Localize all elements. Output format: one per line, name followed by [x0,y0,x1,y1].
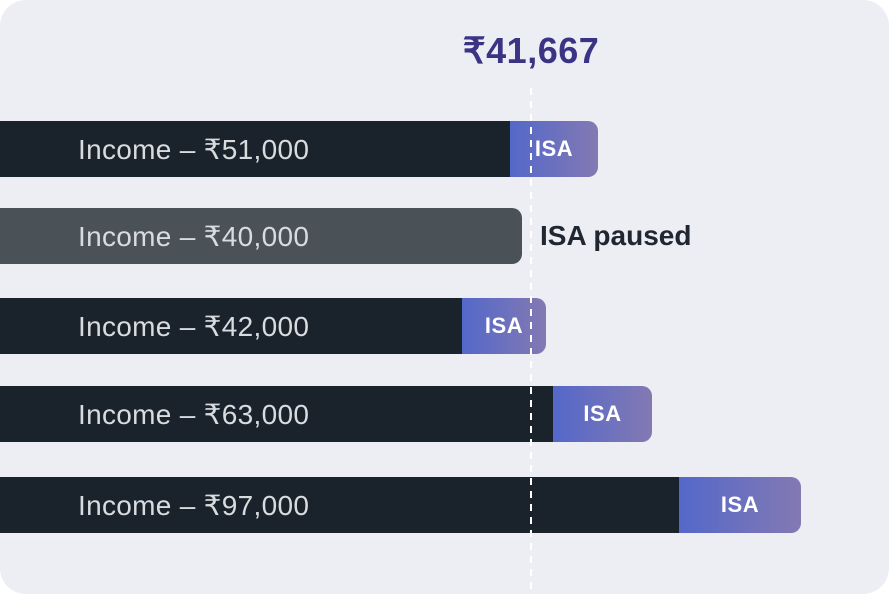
isa-segment-label: ISA [720,492,760,517]
income-bar: Income – ₹97,000 [0,477,679,533]
income-bar-label: Income – ₹40,000 [78,220,310,252]
threshold-value-label: ₹41,667 [462,30,600,71]
isa-segment: ISA [553,386,652,442]
isa-paused-note: ISA paused [540,220,692,251]
income-bar-label: Income – ₹97,000 [78,489,310,521]
income-bar-paused: Income – ₹40,000 [0,208,522,264]
isa-segment-label: ISA [583,401,622,426]
income-bar-label: Income – ₹42,000 [78,310,310,342]
income-bar-label: Income – ₹51,000 [78,133,310,165]
isa-segment-label: ISA [534,136,574,161]
isa-segment-label: ISA [484,313,524,338]
isa-segment: ISA [510,121,598,177]
income-bar-label: Income – ₹63,000 [78,398,310,430]
isa-segment: ISA [462,298,546,354]
bar-row: Income – ₹97,000 ISA [0,477,889,533]
bar-row: Income – ₹51,000 ISA [0,121,889,177]
isa-segment: ISA [679,477,801,533]
income-bar: Income – ₹51,000 [0,121,510,177]
bar-row: Income – ₹42,000 ISA [0,298,889,354]
income-bar: Income – ₹63,000 [0,386,553,442]
income-bar: Income – ₹42,000 [0,298,462,354]
bar-row: Income – ₹40,000 ISA paused [0,208,889,264]
bar-row: Income – ₹63,000 ISA [0,386,889,442]
